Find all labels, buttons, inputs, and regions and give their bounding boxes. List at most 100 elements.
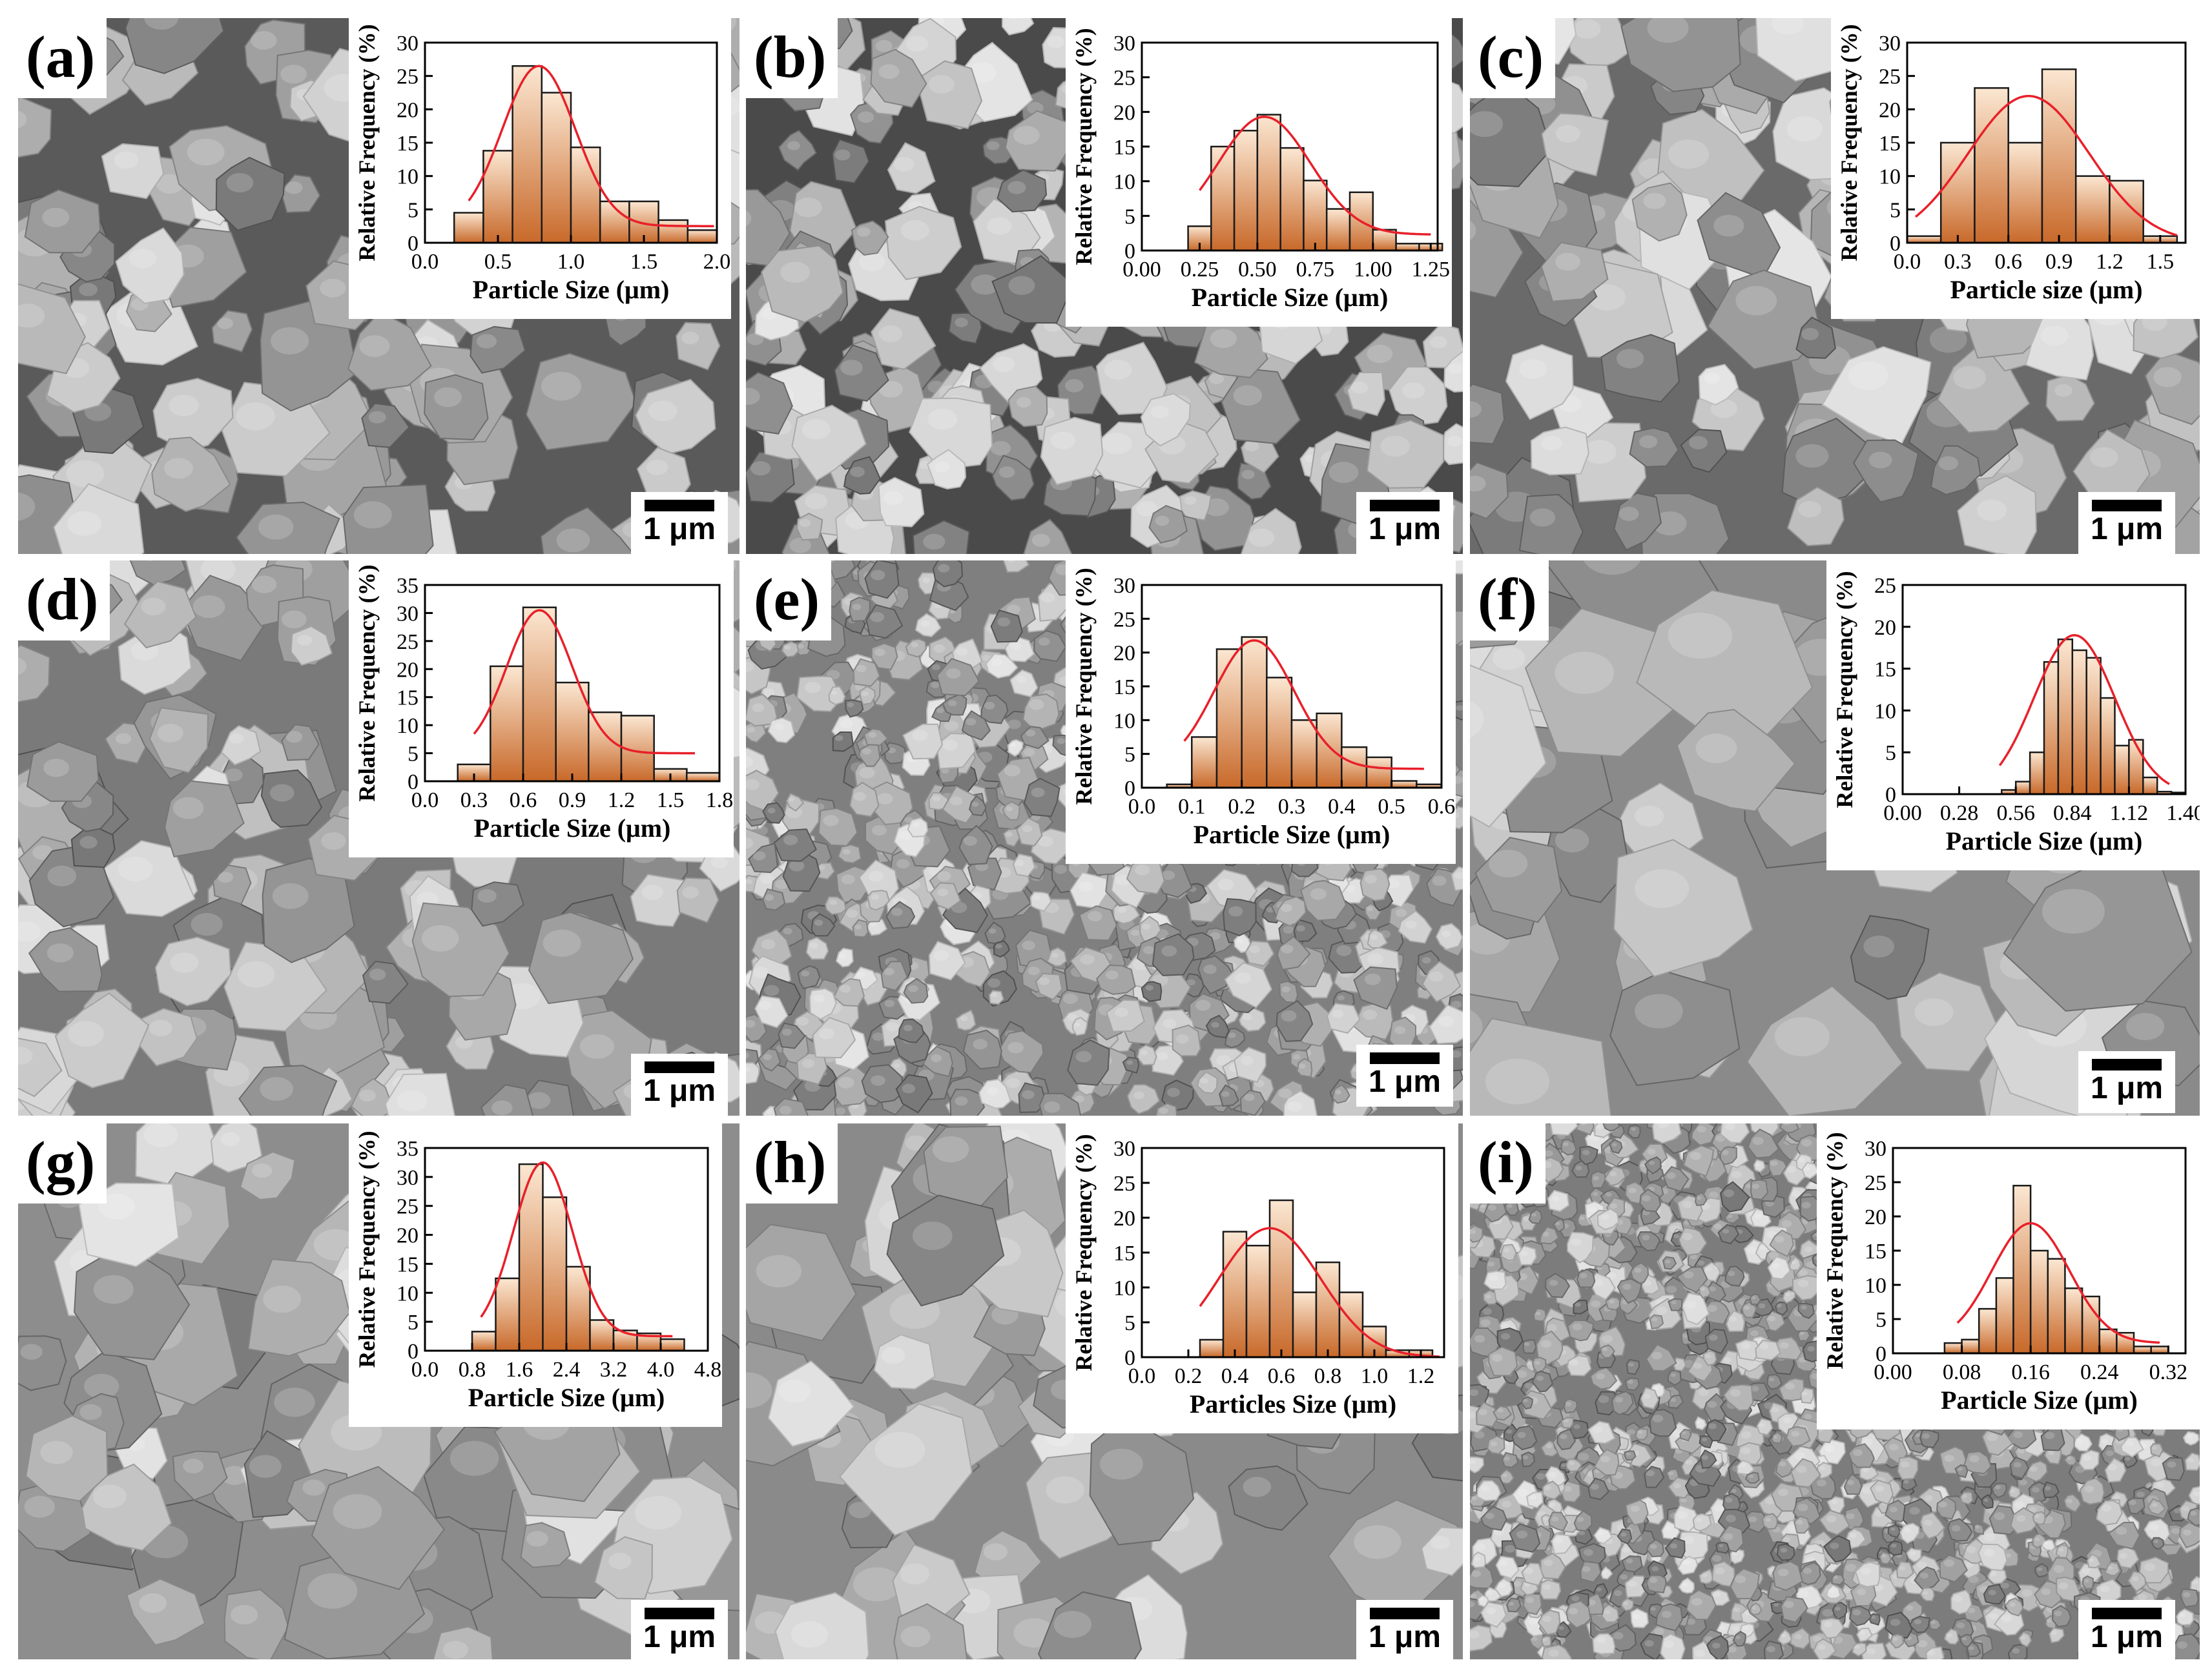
x-axis-title: Particle Size (μm) xyxy=(1946,826,2143,855)
x-axis-title: Particle Size (μm) xyxy=(468,1383,665,1412)
x-tick-label: 0.28 xyxy=(1940,801,1979,825)
histogram-bar xyxy=(2047,1258,2066,1355)
y-tick-label: 30 xyxy=(1879,32,1901,56)
y-tick-label: 20 xyxy=(397,658,419,682)
x-tick-label: 0.08 xyxy=(1943,1360,1981,1384)
histogram-bar xyxy=(2012,1185,2032,1355)
y-tick-label: 20 xyxy=(1113,642,1135,666)
y-tick-label: 30 xyxy=(1865,1137,1886,1161)
panel-d-label: (d) xyxy=(18,560,110,640)
y-tick-label: 15 xyxy=(1865,1240,1886,1264)
x-tick-label: 0.4 xyxy=(1221,1364,1249,1388)
y-tick-label: 5 xyxy=(1890,198,1901,222)
histogram-bar xyxy=(686,772,721,783)
y-tick-label: 25 xyxy=(397,65,419,89)
gaussian-fit-curve xyxy=(1199,1227,1440,1358)
histogram-bar xyxy=(1939,141,1976,244)
x-tick-label: 1.5 xyxy=(2147,250,2175,274)
scale-bar-line xyxy=(2092,500,2162,511)
y-tick-label: 15 xyxy=(1113,1242,1135,1265)
gaussian-fit-curve xyxy=(1956,1222,2160,1344)
x-tick-label: 0.6 xyxy=(1994,250,2022,274)
histogram-bar xyxy=(2007,141,2043,244)
panel-b-scale-bar: 1 μm xyxy=(1356,492,1453,554)
histogram-bar xyxy=(518,1163,544,1352)
panel-h-histogram: 0.0 0.2 0.4 0.6 0.8 1.0 1.2 0 5 10 15 20 25 30 Particl… xyxy=(1066,1123,1458,1433)
histogram-bar xyxy=(1325,208,1351,252)
scale-bar-line xyxy=(645,1061,714,1073)
y-tick-label: 15 xyxy=(397,1253,419,1276)
y-tick-label: 20 xyxy=(397,98,419,122)
y-tick-label: 10 xyxy=(1113,1276,1135,1300)
histogram-bar xyxy=(1256,114,1281,252)
y-tick-label: 0 xyxy=(1124,777,1135,801)
histogram-bar xyxy=(1390,780,1418,789)
y-tick-label: 5 xyxy=(1876,1308,1886,1332)
x-axis-title: Particle Size (μm) xyxy=(1192,283,1389,312)
histogram-bar xyxy=(541,92,572,244)
panel-c-scale-bar: 1 μm xyxy=(2078,492,2175,554)
y-tick-label: 10 xyxy=(1113,709,1135,733)
panel-e-scale-bar: 1 μm xyxy=(1356,1045,1453,1107)
scale-bar-label: 1 μm xyxy=(1368,1065,1442,1099)
y-tick-label: 15 xyxy=(1113,675,1135,699)
histogram-bar xyxy=(1279,147,1305,252)
scale-bar-line xyxy=(645,500,714,511)
histogram-bar xyxy=(2133,1346,2152,1355)
y-tick-label: 5 xyxy=(408,198,419,222)
y-axis-title: Relative Frequency (%) xyxy=(1071,568,1097,804)
y-tick-label: 10 xyxy=(1865,1274,1886,1298)
histogram-bar xyxy=(1303,179,1328,252)
panel-e-label: (e) xyxy=(746,560,832,640)
panel-b-histogram: 0.00 0.25 0.50 0.75 1.00 1.25 0 5 10 15 20 25 30 Part… xyxy=(1066,18,1452,327)
y-tick-label: 10 xyxy=(1874,699,1896,723)
histogram-bar xyxy=(471,1331,497,1352)
histogram-bar xyxy=(1995,1277,2014,1355)
histogram-bar xyxy=(522,606,557,783)
x-tick-label: 0.2 xyxy=(1175,1364,1203,1388)
histogram-bar xyxy=(1341,746,1368,789)
x-tick-label: 0.00 xyxy=(1874,1360,1912,1384)
panel-e-histogram: 0.0 0.1 0.2 0.3 0.4 0.5 0.6 0 5 10 15 20 25 30 Particl… xyxy=(1066,560,1456,864)
scale-bar-label: 1 μm xyxy=(2090,512,2164,546)
y-tick-label: 25 xyxy=(1874,574,1896,598)
x-tick-label: 0.5 xyxy=(484,250,512,274)
histogram-bar xyxy=(2029,751,2045,795)
x-tick-label: 0.0 xyxy=(411,1358,439,1382)
x-tick-label: 4.8 xyxy=(694,1358,722,1382)
x-tick-label: 1.2 xyxy=(1407,1364,1435,1388)
x-tick-label: 0.16 xyxy=(2011,1360,2050,1384)
panel-d-histogram: 0.0 0.3 0.6 0.9 1.2 1.5 1.8 0 5 10 15 20 25 30 35 Parti… xyxy=(349,560,734,857)
histogram-bar xyxy=(570,146,601,244)
panel-g-scale-bar: 1 μm xyxy=(631,1600,728,1662)
histogram-bar xyxy=(687,229,718,244)
histogram-bar xyxy=(542,1196,568,1352)
scale-bar-line xyxy=(2092,1059,2162,1070)
x-axis-title: Particle Size (μm) xyxy=(474,814,671,843)
y-tick-label: 30 xyxy=(1113,1137,1135,1161)
histogram-bar xyxy=(512,65,543,244)
scale-bar-line xyxy=(1370,500,1440,511)
y-tick-label: 20 xyxy=(1874,616,1896,640)
x-tick-label: 0.84 xyxy=(2053,801,2092,825)
histogram-bar xyxy=(490,665,524,783)
y-tick-label: 10 xyxy=(397,1282,419,1306)
histogram-bar xyxy=(2071,649,2087,795)
panel-h-scale-bar: 1 μm xyxy=(1356,1600,1453,1662)
scale-bar-label: 1 μm xyxy=(643,1620,716,1654)
y-tick-label: 25 xyxy=(1113,67,1135,90)
histogram-bar xyxy=(1266,677,1293,789)
x-tick-label: 1.6 xyxy=(506,1358,533,1382)
x-tick-label: 1.8 xyxy=(706,788,734,812)
y-tick-label: 35 xyxy=(397,574,419,598)
panel-g-label: (g) xyxy=(18,1123,107,1204)
y-tick-label: 10 xyxy=(397,165,419,189)
histogram-bar xyxy=(2100,697,2116,795)
histogram-bar xyxy=(453,212,484,244)
x-tick-label: 0.0 xyxy=(411,788,439,812)
histogram-bar xyxy=(588,711,623,783)
histogram-bar xyxy=(2098,1328,2118,1355)
panel-f-histogram: 0.00 0.28 0.56 0.84 1.12 1.40 0 5 10 15 20 25 Partic… xyxy=(1826,560,2200,870)
y-tick-label: 30 xyxy=(1113,574,1135,598)
